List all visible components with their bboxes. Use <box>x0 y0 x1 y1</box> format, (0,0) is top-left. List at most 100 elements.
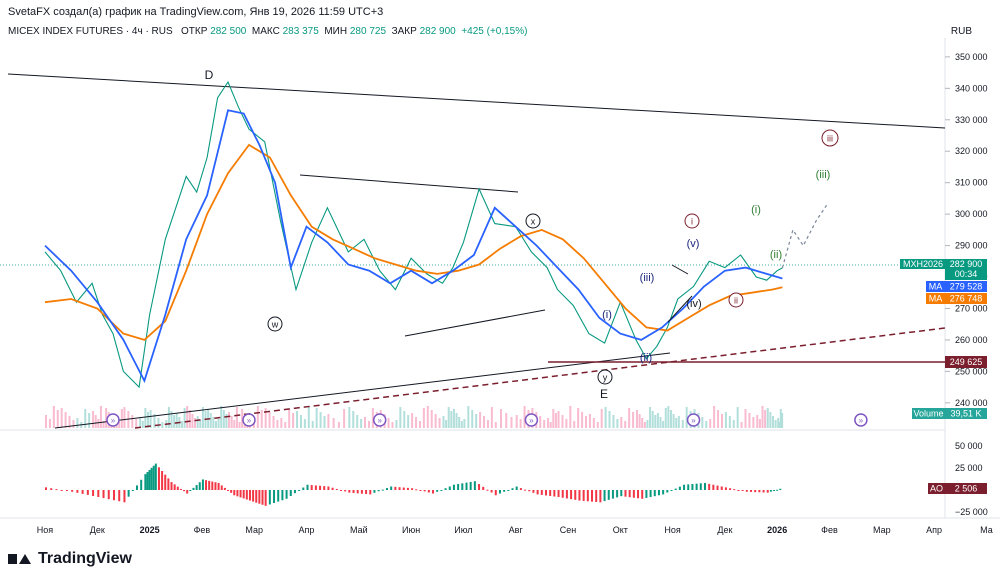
volume-bar <box>764 410 767 428</box>
event-icon: » <box>524 413 539 427</box>
wave-label-green-i[interactable]: (i) <box>751 204 761 216</box>
wave-label-paren-v[interactable]: (v) <box>687 238 700 250</box>
wave-label-paren-iii[interactable]: (iii) <box>640 272 655 284</box>
ao-bar <box>549 490 552 496</box>
volume-bar <box>662 421 665 428</box>
ao-bar <box>607 490 610 500</box>
volume-bar <box>319 412 322 428</box>
volume-bar <box>311 421 314 428</box>
ao-bar <box>220 485 223 490</box>
ao-bar <box>233 490 236 496</box>
support-badge-value: 249 625 <box>950 357 983 367</box>
volume-bar <box>604 407 607 428</box>
ao-bar <box>356 490 359 494</box>
price-tick-label: 320 000 <box>955 146 988 156</box>
event-markers[interactable]: » » » » » » <box>106 413 868 427</box>
ao-bar <box>766 490 769 493</box>
ao-histogram[interactable] <box>45 463 782 506</box>
volume-bar <box>543 420 546 428</box>
ao-bar <box>769 490 772 492</box>
ao-bar <box>486 489 489 491</box>
volume-bar <box>272 416 275 428</box>
volume-bar <box>315 408 318 428</box>
time-tick-label: Ноя <box>664 525 681 535</box>
volume-bar <box>337 422 340 428</box>
volume-bar <box>452 409 455 428</box>
volume-bar <box>360 419 363 428</box>
ao-bar <box>729 488 732 490</box>
volume-bar <box>186 406 189 428</box>
volume-bar <box>500 409 503 428</box>
volume-bar <box>180 421 183 428</box>
trendline-triangle-top[interactable] <box>299 174 519 193</box>
open-value: 282 500 <box>210 26 247 37</box>
forecast-path[interactable] <box>781 204 828 269</box>
ao-bar <box>81 490 84 494</box>
ao-tick-label: −25 000 <box>955 507 988 517</box>
wave-label-X[interactable]: x <box>525 213 541 229</box>
price-series[interactable] <box>44 80 783 389</box>
wave-label-ii[interactable]: ii <box>728 292 744 308</box>
volume-bar <box>214 421 217 428</box>
wave-label-paren-ii[interactable]: (ii) <box>640 352 652 364</box>
ao-bar <box>289 490 292 496</box>
event-icon: » <box>686 413 701 427</box>
trendline-dashed[interactable] <box>134 327 946 429</box>
low-label: МИН <box>324 26 348 37</box>
price-badge-value: 282 900 <box>950 259 983 269</box>
volume-bar <box>624 421 627 428</box>
ao-bar <box>586 490 589 502</box>
tradingview-logo[interactable]: TradingView <box>8 550 132 568</box>
volume-badge[interactable]: Volume 39,51 K <box>912 408 987 419</box>
volume-bar <box>766 408 769 428</box>
wave-label-iii[interactable]: iii <box>821 129 839 147</box>
volume-bar <box>584 416 587 428</box>
ao-bar <box>741 490 744 491</box>
volume-bar <box>460 421 463 428</box>
wave-label-paren-i[interactable]: (i) <box>602 309 612 321</box>
wave-label-Y[interactable]: y <box>597 369 613 385</box>
trendline-lower[interactable] <box>54 352 671 429</box>
volume-bar <box>577 408 580 428</box>
ao-bar <box>377 490 380 492</box>
wave-label-paren-iv[interactable]: (iv) <box>686 298 701 310</box>
wave-label-green-ii[interactable]: (ii) <box>770 249 782 261</box>
volume-bar <box>600 409 603 428</box>
ao-bar <box>298 490 301 491</box>
trendline-upper[interactable] <box>7 73 946 129</box>
ma-slow-badge[interactable]: MA 276 748 <box>926 293 987 304</box>
volume-bar <box>233 420 236 428</box>
volume-bar <box>387 418 390 428</box>
time-axis[interactable]: Ноя Дек 2025 Фев Мар Апр Май Июн Июл Авг Сен Окт Ноя… <box>37 525 993 535</box>
wave-label-green-iii[interactable]: (iii) <box>816 169 831 181</box>
price-tick-label: 260 000 <box>955 335 988 345</box>
volume-bar <box>264 408 267 428</box>
ao-bar <box>385 488 388 490</box>
wave-label-W[interactable]: w <box>267 316 283 332</box>
trendline-triangle-bottom[interactable] <box>404 309 546 337</box>
ma-slow-line[interactable] <box>44 143 783 341</box>
volume-bar <box>280 418 283 428</box>
ao-bar <box>724 487 727 490</box>
volume-bar <box>483 416 486 428</box>
ao-bar <box>691 484 694 490</box>
price-badge[interactable]: MXH2026 282 900 00:34 <box>900 259 987 280</box>
volume-bar <box>188 410 191 428</box>
time-tick-label: Июн <box>402 525 420 535</box>
wave-label-D[interactable]: D <box>205 68 214 82</box>
support-badge[interactable]: 249 625 <box>945 356 987 368</box>
volume-bar <box>638 414 641 428</box>
wave-label-i[interactable]: i <box>684 213 700 229</box>
ao-badge[interactable]: AO 2 506 <box>928 483 987 494</box>
ma-fast-badge[interactable]: MA 279 528 <box>926 281 987 292</box>
ao-bar <box>779 488 782 490</box>
symbol-name[interactable]: MICEX INDEX FUTURES · 4ч · RUS <box>8 26 173 37</box>
volume-bar <box>222 410 225 428</box>
ao-bar <box>457 484 460 490</box>
wave-label-E[interactable]: E <box>600 387 608 401</box>
volume-bar <box>371 408 374 428</box>
ma-fast-line[interactable] <box>44 109 783 384</box>
